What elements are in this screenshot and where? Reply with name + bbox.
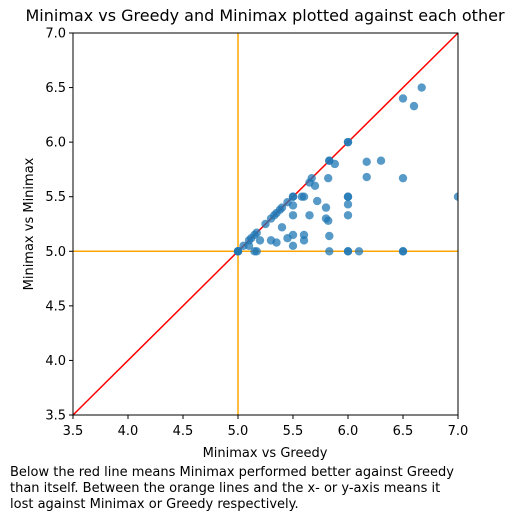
data-point <box>325 247 334 256</box>
chart-title: Minimax vs Greedy and Minimax plotted ag… <box>25 6 505 25</box>
data-point <box>343 200 353 209</box>
y-axis-label: Minimax vs Minimax <box>22 157 37 290</box>
data-point <box>325 231 334 241</box>
x-tick-label: 7.0 <box>448 424 469 439</box>
data-point <box>398 173 408 183</box>
data-point <box>343 247 353 256</box>
x-tick-label: 5.0 <box>228 424 249 439</box>
caption-line-1: Below the red line means Minimax perform… <box>10 465 454 480</box>
x-tick-label: 5.5 <box>283 424 304 439</box>
x-tick-label: 3.5 <box>63 424 84 439</box>
data-point <box>343 192 353 201</box>
x-axis-label: Minimax vs Greedy <box>203 446 328 461</box>
caption: Below the red line means Minimax perform… <box>10 465 520 513</box>
data-point <box>277 223 287 232</box>
y-tick-label: 6.5 <box>45 81 66 96</box>
x-tick-label: 6.0 <box>338 424 359 439</box>
data-point <box>330 159 339 169</box>
x-tick-label: 4.5 <box>173 424 194 439</box>
data-point <box>310 181 320 190</box>
data-point <box>252 228 261 237</box>
data-point <box>277 203 287 212</box>
data-point <box>233 247 243 256</box>
data-point <box>255 236 265 245</box>
data-point <box>288 230 298 240</box>
data-point <box>321 203 331 212</box>
x-tick-label: 6.5 <box>393 424 414 439</box>
caption-line-3: lost against Minimax or Greedy respectiv… <box>10 497 299 512</box>
data-point <box>288 192 298 201</box>
data-point <box>398 94 408 103</box>
data-point <box>244 241 254 251</box>
data-point <box>354 247 364 256</box>
y-tick-label: 4.5 <box>45 299 66 314</box>
data-point <box>362 172 371 182</box>
data-point <box>324 216 333 225</box>
data-point <box>376 156 386 165</box>
data-point <box>299 192 309 201</box>
data-point <box>305 211 314 220</box>
data-point <box>417 83 426 92</box>
data-point <box>307 173 316 183</box>
data-point <box>288 201 298 210</box>
y-tick-label: 5.0 <box>45 245 66 260</box>
data-point <box>288 241 298 251</box>
data-point <box>453 192 458 201</box>
y-tick-label: 5.5 <box>45 190 66 205</box>
data-point <box>313 196 322 206</box>
data-point <box>398 247 408 256</box>
data-point <box>343 137 353 147</box>
data-point <box>409 101 419 111</box>
data-point <box>272 238 281 247</box>
data-point <box>324 173 333 183</box>
y-tick-label: 4.0 <box>45 354 66 369</box>
data-point <box>261 219 270 229</box>
y-tick-label: 6.0 <box>45 136 66 151</box>
data-point <box>288 211 298 220</box>
y-tick-label: 3.5 <box>45 409 66 424</box>
data-point <box>362 157 371 166</box>
plot-frame <box>72 32 459 416</box>
x-tick-label: 4.0 <box>118 424 139 439</box>
y-tick-label: 7.0 <box>45 27 66 42</box>
caption-line-2: than itself. Between the orange lines an… <box>10 481 441 496</box>
data-point <box>299 236 309 245</box>
data-point <box>252 247 261 256</box>
data-point <box>343 211 353 220</box>
